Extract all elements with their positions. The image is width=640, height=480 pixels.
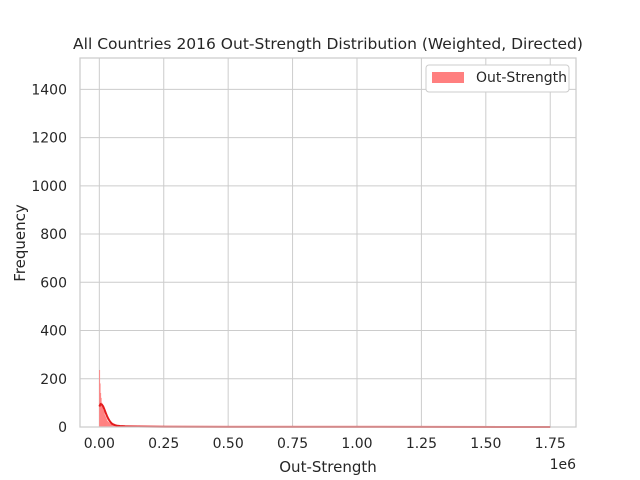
x-tick-label: 1.00 — [341, 436, 372, 452]
x-axis-ticks: 0.00 0.25 0.50 0.75 1.00 1.25 1.50 1.75 — [84, 436, 566, 452]
legend: Out-Strength — [425, 64, 570, 93]
x-tick-label: 0.50 — [213, 436, 244, 452]
legend-label-out-strength: Out-Strength — [476, 70, 567, 86]
x-tick-label: 1.25 — [406, 436, 437, 452]
legend-swatch-out-strength — [432, 72, 464, 83]
y-tick-label: 600 — [40, 275, 67, 291]
y-tick-label: 1000 — [31, 179, 67, 195]
x-tick-label: 0.25 — [148, 436, 179, 452]
chart-title: All Countries 2016 Out-Strength Distribu… — [73, 35, 583, 53]
x-tick-label: 0.00 — [84, 436, 115, 452]
y-axis-ticks: 0 200 400 600 800 1000 1200 1400 — [31, 82, 67, 436]
y-axis-label: Frequency — [11, 204, 29, 282]
x-offset-label: 1e6 — [550, 457, 577, 473]
plot-area — [79, 57, 577, 428]
legend-box — [425, 64, 570, 93]
y-tick-label: 1200 — [31, 131, 67, 147]
x-tick-label: 1.50 — [470, 436, 501, 452]
x-axis-label: Out-Strength — [279, 458, 377, 476]
y-tick-label: 0 — [58, 420, 67, 436]
plot-frame — [79, 57, 577, 428]
y-tick-label: 200 — [40, 372, 67, 388]
y-tick-label: 800 — [40, 227, 67, 243]
plot-background — [80, 58, 576, 427]
x-tick-label: 1.75 — [535, 436, 566, 452]
y-tick-label: 1400 — [31, 82, 67, 98]
y-tick-label: 400 — [40, 324, 67, 340]
x-tick-label: 0.75 — [277, 436, 308, 452]
